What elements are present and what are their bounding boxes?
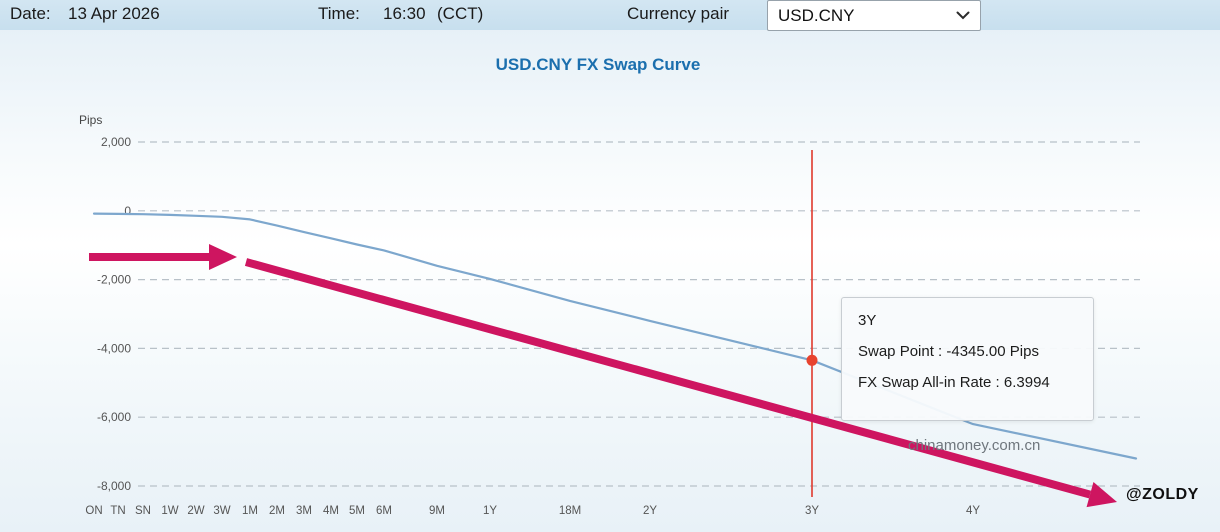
x-tick-label: TN — [110, 505, 125, 517]
x-tick-label: 2W — [187, 505, 204, 517]
annotation-arrow-head — [1086, 482, 1117, 508]
time-label: Time: — [318, 4, 360, 23]
x-tick-label: ON — [85, 505, 102, 517]
x-tick-label: 4Y — [966, 505, 980, 517]
x-tick-label: 1Y — [483, 505, 497, 517]
x-tick-label: 6M — [376, 505, 392, 517]
watermark: chinamoney.com.cn — [908, 437, 1041, 454]
tooltip-tenor: 3Y — [858, 312, 877, 329]
x-tick-label: 9M — [429, 505, 445, 517]
x-tick-label: 3W — [213, 505, 230, 517]
currency-pair-select[interactable]: USD.CNY — [767, 0, 981, 31]
signature: @ZOLDY — [1126, 486, 1199, 503]
chart-tooltip: 3Y Swap Point : -4345.00 Pips FX Swap Al… — [841, 297, 1094, 421]
x-tick-label: 1W — [161, 505, 178, 517]
time-value: 16:30 — [383, 4, 426, 23]
y-tick-label: 2,000 — [101, 135, 131, 149]
x-tick-label: 3M — [296, 505, 312, 517]
header-bar: Date: 13 Apr 2026 Time: 16:30 (CCT) Curr… — [0, 0, 1220, 30]
y-tick-label: -4,000 — [97, 341, 131, 355]
x-tick-label: 5M — [349, 505, 365, 517]
y-axis-label: Pips — [79, 113, 103, 127]
page-title: USD.CNY FX Swap Curve — [495, 55, 701, 74]
highlight-marker — [806, 354, 818, 366]
tooltip-swap-point: Swap Point : -4345.00 Pips — [858, 343, 1039, 360]
x-tick-label: 1M — [242, 505, 258, 517]
y-tick-label: -8,000 — [97, 479, 131, 493]
timezone-label: (CCT) — [437, 4, 484, 23]
y-tick-label: -6,000 — [97, 410, 131, 424]
y-tick-label: -2,000 — [97, 273, 131, 287]
x-tick-label: 2M — [269, 505, 285, 517]
x-tick-label: 2Y — [643, 505, 657, 517]
date-value: 13 Apr 2026 — [68, 4, 160, 23]
y-tick-label: 0 — [124, 204, 131, 218]
x-tick-label: 4M — [323, 505, 339, 517]
chevron-down-icon — [956, 11, 970, 20]
x-tick-label: 18M — [559, 505, 581, 517]
x-tick-label: 3Y — [805, 505, 819, 517]
currency-pair-label: Currency pair — [627, 4, 730, 23]
date-label: Date: — [10, 4, 51, 23]
tooltip-all-in-rate: FX Swap All-in Rate : 6.3994 — [858, 374, 1050, 391]
currency-pair-value: USD.CNY — [778, 5, 855, 25]
x-tick-label: SN — [135, 505, 151, 517]
annotation-arrow-head — [209, 244, 237, 270]
